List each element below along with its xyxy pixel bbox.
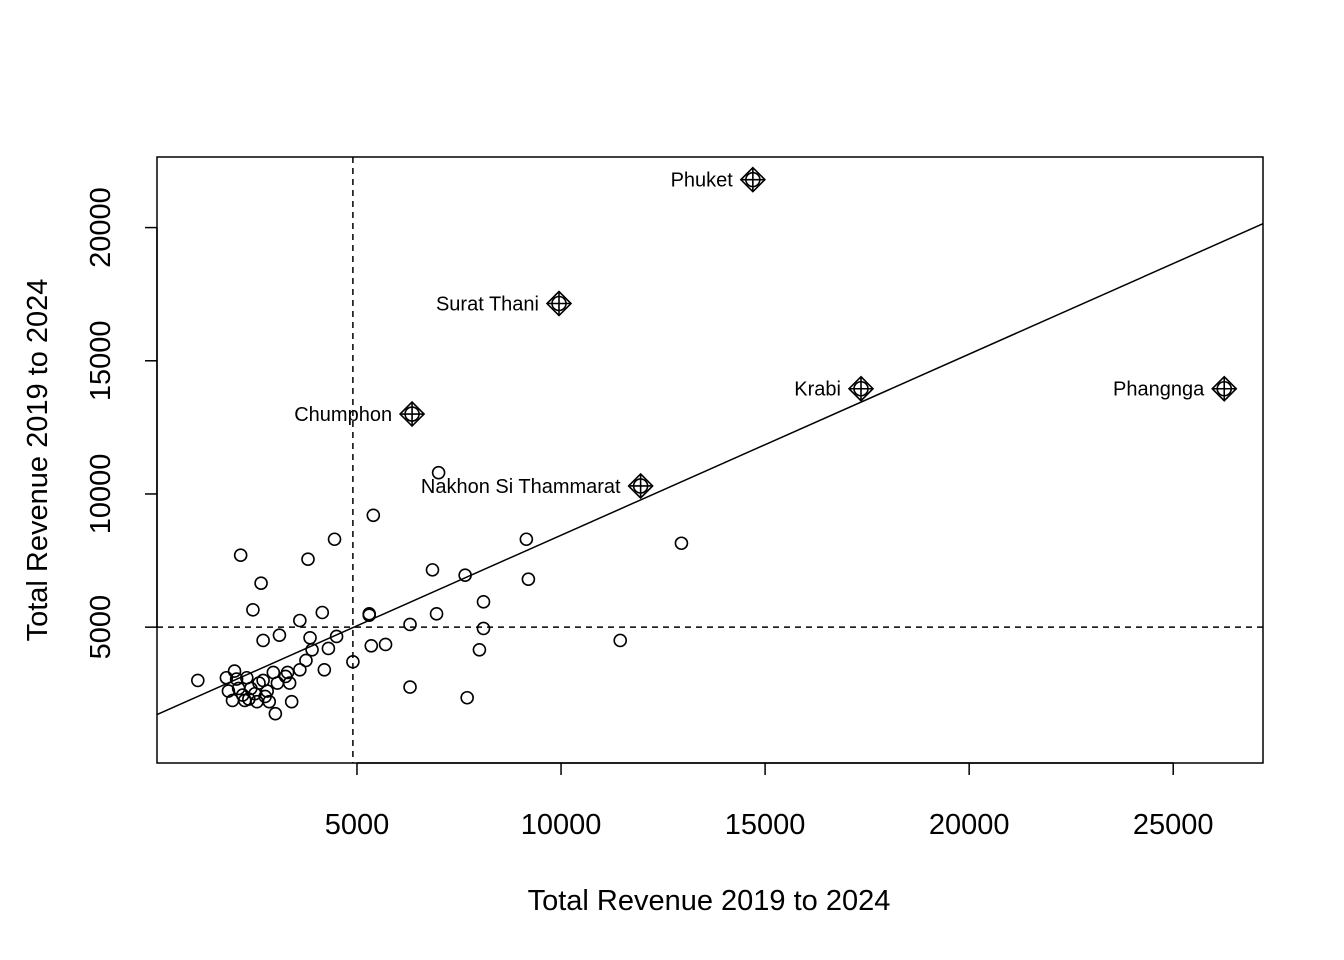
y-tick-label: 15000	[85, 320, 117, 401]
data-point	[362, 607, 377, 621]
highlighted-point	[1211, 375, 1238, 402]
data-point	[613, 633, 628, 648]
data-point	[476, 595, 491, 609]
data-point	[233, 548, 248, 563]
regression-line	[157, 223, 1263, 716]
data-point	[429, 607, 444, 621]
data-point	[317, 662, 332, 677]
data-point	[329, 629, 344, 644]
data-point	[431, 465, 446, 480]
y-tick-label: 20000	[85, 187, 117, 268]
highlighted-point	[398, 400, 426, 428]
point-label: Nakhon Si Thammarat	[421, 476, 621, 498]
data-point	[262, 694, 277, 709]
point-label: Chumphon	[294, 404, 392, 426]
plot-border	[156, 156, 1264, 764]
y-tick-label: 10000	[85, 454, 117, 535]
data-point	[364, 638, 379, 653]
data-point	[315, 605, 330, 620]
y-axis-title: Total Revenue 2019 to 2024	[22, 279, 54, 642]
data-points	[191, 166, 1238, 721]
point-label: Phuket	[671, 170, 734, 192]
highlighted-point	[545, 290, 573, 317]
y-tick-label: 5000	[85, 595, 117, 660]
x-tick-label: 5000	[325, 809, 390, 841]
data-point	[282, 676, 297, 690]
data-point	[472, 642, 487, 657]
x-tick-label: 10000	[521, 809, 602, 841]
data-point	[246, 603, 260, 617]
plot-area	[157, 157, 1263, 763]
data-point	[272, 628, 287, 642]
data-point	[460, 690, 474, 705]
data-point	[403, 617, 417, 632]
axes: 5000 10000 15000 20000 25000 5000 10000 15000 20…	[85, 156, 1264, 841]
x-tick-label: 20000	[929, 809, 1010, 841]
data-point	[293, 613, 307, 628]
data-point	[366, 508, 381, 523]
highlighted-point	[847, 375, 875, 402]
data-point	[299, 653, 313, 668]
data-point	[303, 631, 317, 645]
point-label: Krabi	[794, 379, 841, 401]
data-point	[229, 672, 244, 686]
data-point	[219, 670, 234, 685]
point-label: Phangnga	[1113, 379, 1205, 401]
data-point	[284, 694, 299, 709]
data-point	[268, 706, 283, 721]
data-point	[293, 662, 307, 677]
data-point	[674, 536, 689, 551]
data-point	[254, 576, 268, 590]
x-axis-title: Total Revenue 2019 to 2024	[528, 885, 891, 917]
data-point	[227, 664, 242, 678]
data-point	[521, 572, 536, 587]
data-point	[256, 633, 270, 648]
highlighted-point	[627, 472, 654, 500]
data-point	[403, 680, 417, 694]
data-point	[519, 532, 534, 547]
x-tick-label: 15000	[725, 809, 806, 841]
data-point	[327, 532, 342, 547]
point-labels: Phuket Surat Thani Krabi Phangnga Chumphon Na…	[294, 170, 1205, 498]
data-point	[476, 621, 491, 636]
x-tick-label: 25000	[1133, 809, 1214, 841]
data-point	[301, 552, 315, 567]
highlighted-point	[739, 166, 766, 193]
data-point	[321, 641, 336, 656]
data-point	[305, 642, 319, 657]
data-point	[270, 676, 285, 690]
data-point	[260, 684, 274, 698]
data-point	[378, 637, 393, 652]
data-point	[458, 568, 472, 583]
point-label: Surat Thani	[436, 294, 539, 316]
data-point	[191, 673, 205, 688]
data-point	[425, 563, 440, 577]
data-point	[346, 654, 360, 669]
